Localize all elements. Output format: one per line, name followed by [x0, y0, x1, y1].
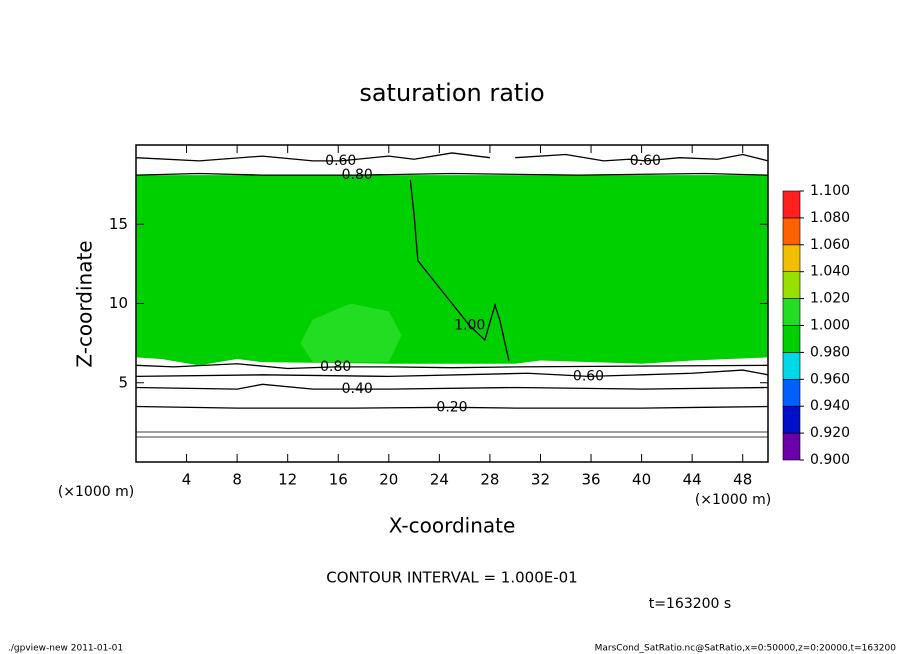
x-unit: (×1000 m) [58, 484, 134, 500]
colorbar-bin [782, 405, 801, 434]
contour-line [135, 152, 491, 162]
footer: ./gpview-new 2011-01-01 [8, 644, 123, 654]
filled-region [136, 175, 768, 366]
colorbar-label: 0.980 [810, 344, 850, 360]
contour-line [135, 172, 769, 176]
y-axis-label: Z-coordinate [73, 240, 97, 367]
contour-line [135, 363, 769, 370]
contour-label: 0.80 [320, 359, 351, 375]
contour-label: 0.60 [573, 368, 604, 384]
contour-line [135, 383, 769, 390]
contour-line [409, 179, 510, 361]
contour-line [515, 153, 769, 162]
x-tick-label: 32 [531, 471, 550, 489]
x-tick-label: 40 [632, 471, 651, 489]
colorbar-bin [782, 190, 801, 219]
colorbar-bin [782, 432, 801, 461]
colorbar-label: 1.080 [810, 210, 850, 226]
x-axis-label: X-coordinate [389, 514, 516, 538]
x-unit: (×1000 m) [695, 492, 771, 508]
time-label: t=163200 s [649, 596, 731, 612]
colorbar-bin [782, 217, 801, 246]
y-tick-label: 10 [109, 294, 128, 312]
x-tick-label: 12 [278, 471, 297, 489]
x-tick-label: 36 [581, 471, 600, 489]
colorbar-label: 0.920 [810, 425, 850, 441]
colorbar-label: 0.900 [810, 452, 850, 468]
x-tick-label: 16 [329, 471, 348, 489]
y-tick-label: 15 [109, 215, 128, 233]
contour-label: 0.60 [325, 153, 356, 169]
filled-region [300, 303, 402, 363]
x-tick-label: 28 [480, 471, 499, 489]
footer: MarsCond_SatRatio.nc@SatRatio,x=0:50000,… [595, 644, 897, 654]
chart-title: saturation ratio [359, 79, 544, 107]
colorbar-label: 1.000 [810, 318, 850, 334]
colorbar-bin [782, 244, 801, 273]
contour-label: 0.60 [630, 153, 661, 169]
contour-label: 0.40 [342, 381, 373, 397]
colorbar-label: 1.020 [810, 291, 850, 307]
x-tick-label: 48 [733, 471, 752, 489]
colorbar-bin [782, 271, 801, 299]
colorbar-label: 1.040 [810, 264, 850, 280]
contour-label: 0.80 [342, 167, 373, 183]
x-tick-label: 44 [683, 471, 702, 489]
x-tick-label: 24 [430, 471, 449, 489]
colorbar-label: 0.940 [810, 398, 850, 414]
x-tick-label: 4 [182, 471, 192, 489]
colorbar-label: 1.060 [810, 237, 850, 253]
colorbar-label: 0.960 [810, 371, 850, 387]
colorbar-label: 1.100 [810, 183, 850, 199]
y-tick-label: 5 [118, 373, 128, 391]
colorbar-bin [782, 378, 801, 407]
colorbar-bin [782, 325, 801, 353]
contour-label: 1.00 [454, 318, 485, 334]
contour-line [135, 405, 769, 409]
x-tick-label: 8 [232, 471, 242, 489]
contour-line [135, 369, 769, 378]
x-tick-label: 20 [379, 471, 398, 489]
colorbar-bin [782, 298, 801, 326]
contour-interval: CONTOUR INTERVAL = 1.000E-01 [326, 569, 577, 587]
colorbar-bin [782, 352, 801, 380]
contour-label: 0.20 [436, 399, 467, 415]
